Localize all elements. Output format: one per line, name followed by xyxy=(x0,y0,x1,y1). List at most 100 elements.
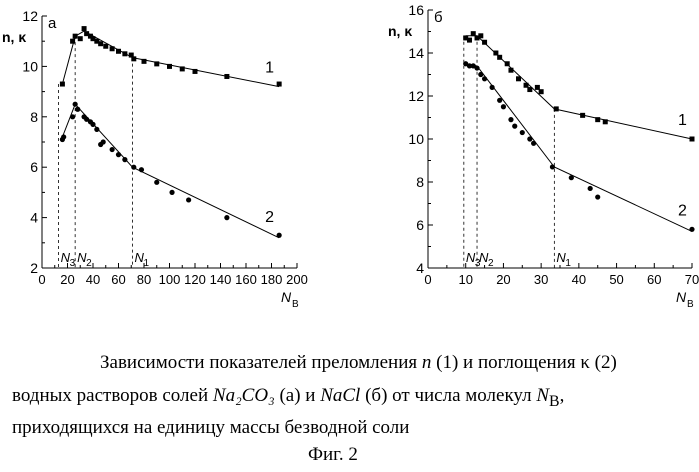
y-tick-label: 10 xyxy=(22,58,38,74)
series-2-point xyxy=(463,61,469,67)
y-tick-label: 12 xyxy=(408,88,424,104)
series-2-point xyxy=(61,134,67,140)
x-tick-label: 140 xyxy=(210,272,232,287)
series-2-fit-line xyxy=(465,63,693,232)
series-2-point xyxy=(466,63,473,69)
marker-label-sub-n2: 2 xyxy=(488,258,494,269)
series-1-point xyxy=(463,35,469,41)
series-1-point xyxy=(59,81,65,87)
series-2-point xyxy=(595,194,601,200)
x-tick-label: 50 xyxy=(609,272,623,287)
series-2-point xyxy=(154,179,160,185)
series-2-point xyxy=(72,101,78,107)
caption-text: (1) и поглощения κ (2) xyxy=(431,352,617,373)
x-tick-label: 20 xyxy=(496,272,510,287)
x-tick-label: 20 xyxy=(60,272,74,287)
series-1-point xyxy=(128,52,134,58)
series-2-point xyxy=(276,232,282,238)
series-1-point xyxy=(534,84,540,90)
series-1-point xyxy=(482,39,488,45)
series-1-point xyxy=(81,26,87,32)
marker-label-n1: N xyxy=(135,250,145,265)
series-1-point xyxy=(224,73,230,79)
panel-label: б xyxy=(434,9,443,26)
series-1-point xyxy=(116,48,121,54)
x-tick-label: 200 xyxy=(286,272,308,287)
series-1-point xyxy=(504,61,510,67)
series-2-point xyxy=(481,76,488,82)
series-2-point xyxy=(527,136,533,142)
x-tick-label: 10 xyxy=(458,272,472,287)
series-2-label: 2 xyxy=(678,202,687,219)
x-tick-label: 0 xyxy=(38,272,45,287)
x-tick-label: 0 xyxy=(424,272,431,287)
marker-label-sub-n3: 3 xyxy=(475,258,481,269)
x-tick-label: 60 xyxy=(647,272,661,287)
series-2-point xyxy=(587,185,593,192)
marker-label-sub-n3: 3 xyxy=(70,258,76,269)
series-1-point xyxy=(527,87,533,93)
series-1-point xyxy=(77,36,83,42)
series-1-point xyxy=(508,67,514,73)
series-1-point xyxy=(470,31,476,37)
series-2-point xyxy=(186,197,192,203)
series-2-point xyxy=(689,226,695,232)
series-1-point xyxy=(523,82,529,88)
series-2-point xyxy=(474,65,480,71)
caption-symbol-nb: N xyxy=(536,385,550,406)
series-1-point xyxy=(103,43,109,49)
series-1-point xyxy=(87,33,93,39)
series-2-point xyxy=(512,123,518,129)
x-tick-label: 40 xyxy=(86,272,100,287)
x-axis-label-sub: В xyxy=(687,299,694,310)
y-tick-label: 6 xyxy=(416,217,424,233)
series-1-point xyxy=(493,50,499,56)
caption-text: водных растворов солей xyxy=(12,385,213,406)
series-1-point xyxy=(580,112,586,118)
caption-salt-na2co3: Na₂CO₃ xyxy=(212,385,275,406)
caption-line-2: водных растворов солей Na₂CO₃ (а) и NaCl… xyxy=(12,385,699,411)
series-1-point xyxy=(689,136,695,142)
marker-label-n3: N xyxy=(466,250,476,265)
caption-text: (а) и xyxy=(274,385,321,406)
caption-symbol-nb-sub: В xyxy=(549,392,560,410)
series-2-point xyxy=(478,71,484,78)
series-1-label: 1 xyxy=(265,60,274,77)
caption-text: (б) от числа молекул xyxy=(360,385,537,406)
y-tick-label: 10 xyxy=(408,131,424,147)
series-1-point xyxy=(109,46,115,52)
series-2-point xyxy=(90,121,96,127)
x-tick-label: 100 xyxy=(159,272,181,287)
series-2-point xyxy=(568,175,574,181)
caption-symbol-n: n xyxy=(421,352,432,373)
caption-line-3: приходящихся на единицу массы безводной … xyxy=(12,417,410,438)
marker-label-n2: N xyxy=(77,250,87,265)
y-tick-label: 8 xyxy=(416,174,424,190)
caption-salt-nacl: NaCl xyxy=(320,385,361,406)
series-1-point xyxy=(70,38,76,44)
marker-label-sub-n1: 1 xyxy=(565,258,571,269)
x-axis-label: N xyxy=(281,289,292,305)
series-2-point xyxy=(470,63,476,69)
series-2-fit-line xyxy=(61,103,280,239)
series-1-point xyxy=(466,37,472,43)
caption-line-1: Зависимости показателей преломления n (1… xyxy=(100,352,699,374)
series-1-point xyxy=(131,56,137,62)
series-1-point xyxy=(179,66,185,72)
y-tick-label: 8 xyxy=(30,109,38,125)
series-1-point xyxy=(538,89,544,95)
y-tick-label: 4 xyxy=(416,260,424,276)
series-1-point xyxy=(90,36,96,42)
x-tick-label: 160 xyxy=(235,272,257,287)
series-1-fit-line xyxy=(465,35,693,140)
y-tick-label: 2 xyxy=(30,260,38,276)
y-tick-label: 6 xyxy=(30,159,38,175)
series-2-point xyxy=(508,117,514,123)
series-1-point xyxy=(516,76,522,82)
series-2-point xyxy=(84,116,90,122)
series-1-point xyxy=(276,81,282,87)
marker-label-sub-n2: 2 xyxy=(86,258,92,269)
series-2-point xyxy=(100,139,106,145)
series-2-point xyxy=(115,152,122,158)
caption-text: , xyxy=(559,385,565,406)
